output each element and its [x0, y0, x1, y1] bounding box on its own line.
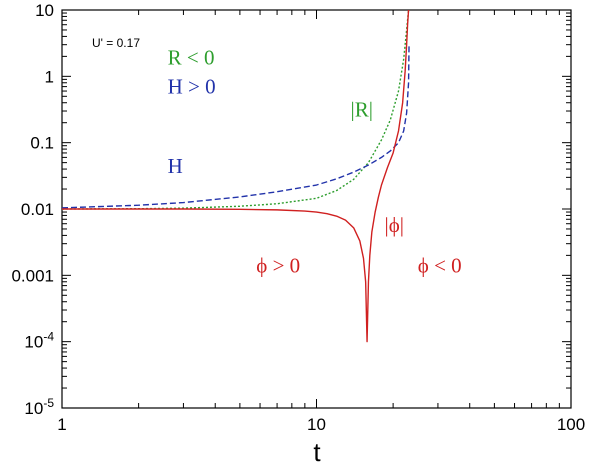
annotation-label: |R| — [350, 97, 372, 121]
x-axis-title: t — [313, 437, 321, 467]
series-line-3 — [62, 9, 410, 343]
annotation-label: H > 0 — [168, 75, 216, 99]
y-tick-label: 0.001 — [11, 266, 54, 285]
x-tick-label: 1 — [57, 415, 66, 434]
series-line-1 — [61, 9, 410, 210]
y-tick-labels: 10-5 10-4 0.001 0.01 0.1 1 10 — [11, 1, 54, 418]
annotation-label: ϕ < 0 — [418, 254, 462, 278]
y-tick-label: 10 — [35, 1, 54, 20]
x-tick-labels: 1 10 100 — [57, 415, 585, 434]
annotation-label: H — [168, 154, 183, 178]
y-tick-label: 1 — [45, 67, 54, 86]
x-tick-label: 100 — [557, 415, 585, 434]
annotation-label: ϕ > 0 — [256, 254, 300, 278]
annotation-label: R < 0 — [168, 46, 215, 70]
parameter-label: U' = 0.17 — [92, 36, 140, 50]
annotation-label: |ϕ| — [384, 213, 403, 237]
series-line-2 — [61, 44, 410, 209]
y-tick-label: 0.01 — [21, 200, 54, 219]
annotations: R < 0 H > 0 |R| H |ϕ| ϕ > 0 ϕ < 0 — [168, 46, 462, 278]
y-tick-label: 10-5 — [24, 396, 54, 418]
x-tick-label: 10 — [307, 415, 326, 434]
y-tick-label: 10-4 — [24, 330, 54, 352]
y-tick-label: 0.1 — [30, 134, 54, 153]
axis-ticks — [61, 10, 571, 409]
series-lines — [61, 9, 410, 343]
